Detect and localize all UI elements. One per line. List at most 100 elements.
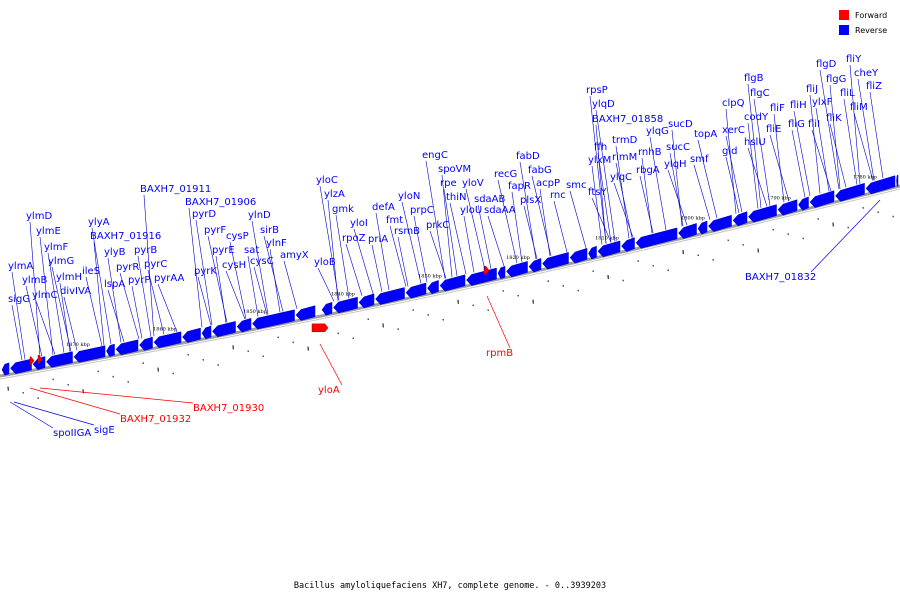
gene-arrow-reverse <box>732 211 748 227</box>
gene-leader-line <box>649 136 667 230</box>
gene-label: fliZ <box>866 81 882 92</box>
gene-arrow-reverse <box>635 227 678 249</box>
gene-leader-line <box>157 283 178 333</box>
gene-leader-line-lower <box>13 401 95 426</box>
gene-leader-line-lower <box>29 387 121 415</box>
gene-leader-line <box>595 124 607 244</box>
gene-label: trmD <box>612 135 638 146</box>
gene-leader-line <box>667 169 688 226</box>
gene-label: ylmG <box>48 256 74 267</box>
gene-label: pyrAA <box>154 273 184 284</box>
gene-label: priA <box>368 234 388 245</box>
gene-leader-line <box>85 276 103 346</box>
gene-arrow-reverse <box>73 345 106 363</box>
gene-label: cysH <box>222 260 246 271</box>
gene-leader-line <box>137 255 152 337</box>
gene-leader-line <box>849 64 861 184</box>
gene-leader-line <box>269 248 281 313</box>
gene-arrow-forward <box>37 355 43 364</box>
gene-leader-line <box>539 188 551 257</box>
gene-leader-line <box>553 200 568 253</box>
legend-swatch-forward <box>839 10 849 20</box>
gene-leader-line <box>725 108 737 214</box>
gene-leader-line <box>197 276 212 326</box>
gene-leader-line <box>215 255 227 323</box>
gene-leader-line <box>429 230 447 279</box>
gene-leader-line <box>487 215 505 267</box>
gene-label: ylmH <box>56 272 82 283</box>
gene-label: ylqG <box>646 126 669 137</box>
gene-labels: sigG ylmA ylmB ylmC ylmD ylmE ylmF ylmG ylmH divI… <box>8 54 884 361</box>
gene-leader-line <box>47 252 65 353</box>
gene-label: fliY <box>846 54 862 65</box>
gene-leader-line <box>669 152 684 227</box>
gene-label: acpP <box>536 178 560 189</box>
gene-label: xerC <box>722 125 745 136</box>
gene-leader-line <box>425 160 446 279</box>
gene-label: rpsP <box>586 85 608 96</box>
gene-arrow-reverse <box>439 274 466 292</box>
gene-leader-line <box>591 197 612 243</box>
gene-leader-line <box>815 107 830 192</box>
genome-backbone-shadow <box>0 188 900 380</box>
gene-leader-line <box>693 164 711 220</box>
gene-leader-line <box>107 289 125 342</box>
gene-arrow-reverse <box>236 317 252 333</box>
kbp-tick-label: 1810 kbp <box>595 235 619 241</box>
gene-label: thiN <box>446 192 467 203</box>
gene-label: fliH <box>790 100 807 111</box>
gene-leader-line <box>11 271 26 360</box>
legend-label-forward: Forward <box>855 11 887 20</box>
gene-label: yloC <box>316 175 338 186</box>
gene-leader-line <box>443 188 458 277</box>
gene-label: ylyA <box>88 217 110 228</box>
gene-label: fliJ <box>806 84 818 95</box>
gene-leader-line <box>253 266 268 315</box>
gene-leader-line <box>829 84 841 189</box>
legend-label-reverse: Reverse <box>855 26 887 35</box>
gene-label: amyX <box>280 250 309 261</box>
gene-label: defA <box>372 202 395 213</box>
gene-label: ylnF <box>266 238 287 249</box>
gene-arrow-reverse <box>777 199 798 216</box>
gene-label: BAXH7_01916 <box>90 231 161 242</box>
lower-gene-labels: BAXH7_01832 rpmB yloA BAXH7_01930BAXH7_0193… <box>9 199 881 439</box>
gene-arrow-reverse <box>697 220 708 235</box>
gene-leader-line <box>465 188 486 271</box>
kbp-tick-label: 1850 kbp <box>243 309 267 315</box>
gene-leader-line <box>147 269 165 335</box>
gene-label: ylmF <box>44 242 68 253</box>
gene-arrow-reverse <box>835 182 865 202</box>
gene-leader-line <box>353 228 374 294</box>
gene-leader-line <box>769 134 790 202</box>
gene-label: ylqC <box>610 172 632 183</box>
gene-label: rbgA <box>636 165 660 176</box>
gene-label-lower: sigE <box>94 425 115 436</box>
gene-arrow-forward <box>311 323 329 333</box>
gene-label: ylnD <box>248 210 271 221</box>
gene-arrow-reverse <box>405 282 427 299</box>
gene-arrow-reverse <box>588 245 597 260</box>
gene-arrow-reverse <box>333 296 358 314</box>
gene-arrow-reverse <box>295 305 316 321</box>
gene-label: ylmA <box>8 261 33 272</box>
gene-label: ffh <box>594 142 607 153</box>
gene-label: BAXH7_01906 <box>185 197 256 208</box>
gene-leader-line <box>819 69 840 190</box>
gene-leader-line <box>327 199 339 301</box>
gene-leader-line <box>519 161 537 260</box>
gene-leader-line-lower <box>486 295 511 349</box>
gene-label: fliK <box>826 113 842 124</box>
gene-leader-line <box>335 214 350 299</box>
gene-label: yloN <box>398 191 420 202</box>
gene-label: pyrK <box>194 266 217 277</box>
gene-arrow-reverse <box>597 240 621 258</box>
gene-label: gmk <box>332 204 354 215</box>
gene-label: topA <box>694 129 717 140</box>
gene-leader-line <box>477 204 492 269</box>
gene-leader-line-lower <box>39 387 194 404</box>
gene-leader-line <box>613 182 634 238</box>
gene-arrow-reverse <box>678 223 697 239</box>
figure-caption: Bacillus amyloliquefaciens XH7, complete… <box>294 581 606 591</box>
